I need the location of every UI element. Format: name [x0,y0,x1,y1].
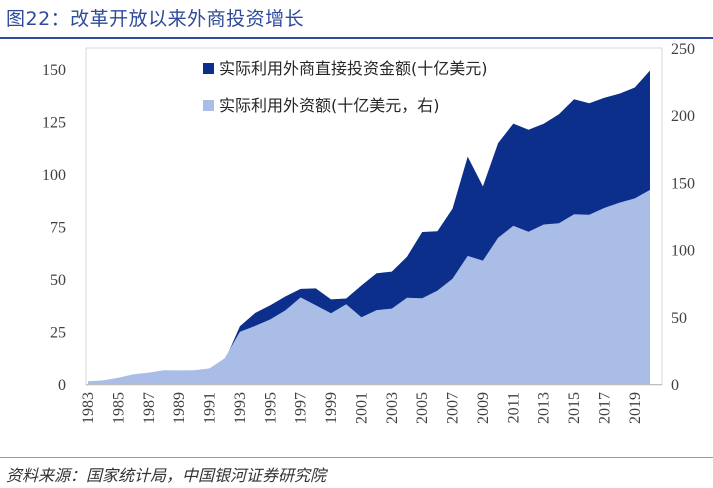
x-tick-label: 2017 [596,392,613,424]
x-tick-label: 1989 [171,392,188,424]
x-tick-label: 2007 [445,392,462,424]
chart-title: 图22：改革开放以来外商投资增长 [6,8,305,30]
x-tick-label: 2011 [505,392,522,423]
legend-swatch [203,63,214,74]
legend-label: 实际利用外商直接投资金额(十亿美元) [219,59,488,78]
x-tick-label: 2019 [627,392,644,424]
x-tick-label: 1991 [202,392,219,424]
left-tick-label: 75 [50,220,66,237]
right-tick-label: 200 [671,108,695,125]
x-tick-label: 2001 [353,392,370,424]
left-tick-label: 125 [42,115,66,132]
x-tick-label: 1985 [110,392,127,424]
legend: 实际利用外商直接投资金额(十亿美元) 实际利用外资额(十亿美元，右) [203,59,488,115]
x-tick-label: 1999 [323,392,340,424]
right-tick-label: 0 [671,377,679,394]
right-tick-label: 100 [671,243,695,260]
source-note: 资料来源：国家统计局，中国银河证券研究院 [6,466,327,485]
right-tick-label: 50 [671,310,687,327]
x-tick-label: 1987 [141,392,158,424]
left-tick-label: 0 [58,377,66,394]
x-tick-label: 2009 [475,392,492,424]
left-tick-label: 150 [42,62,66,79]
series-areas [88,70,650,384]
title-divider [0,37,713,39]
footer-divider [0,457,713,458]
right-tick-label: 150 [671,175,695,192]
x-tick-label: 1997 [293,392,310,424]
left-y-axis: 0 25 50 75 100 125 150 [42,62,66,394]
legend-label: 实际利用外资额(十亿美元，右) [219,96,440,115]
x-tick-label: 2015 [566,392,583,424]
left-tick-label: 100 [42,167,66,184]
x-tick-label: 2005 [414,392,431,424]
foreign-capital-area [88,189,650,384]
x-tick-label: 2013 [536,392,553,424]
x-tick-label: 1995 [262,392,279,424]
x-axis: 1983 1985 1987 1989 1991 1993 1995 1997 1999 2001… [80,392,644,424]
left-tick-label: 25 [50,325,66,342]
x-tick-label: 1993 [232,392,249,424]
x-tick-label: 2003 [384,392,401,424]
legend-swatch [203,100,214,111]
right-y-axis: 0 50 100 150 200 250 [671,41,695,394]
right-tick-label: 250 [671,41,695,58]
left-tick-label: 50 [50,272,66,289]
x-tick-label: 1983 [80,392,97,424]
